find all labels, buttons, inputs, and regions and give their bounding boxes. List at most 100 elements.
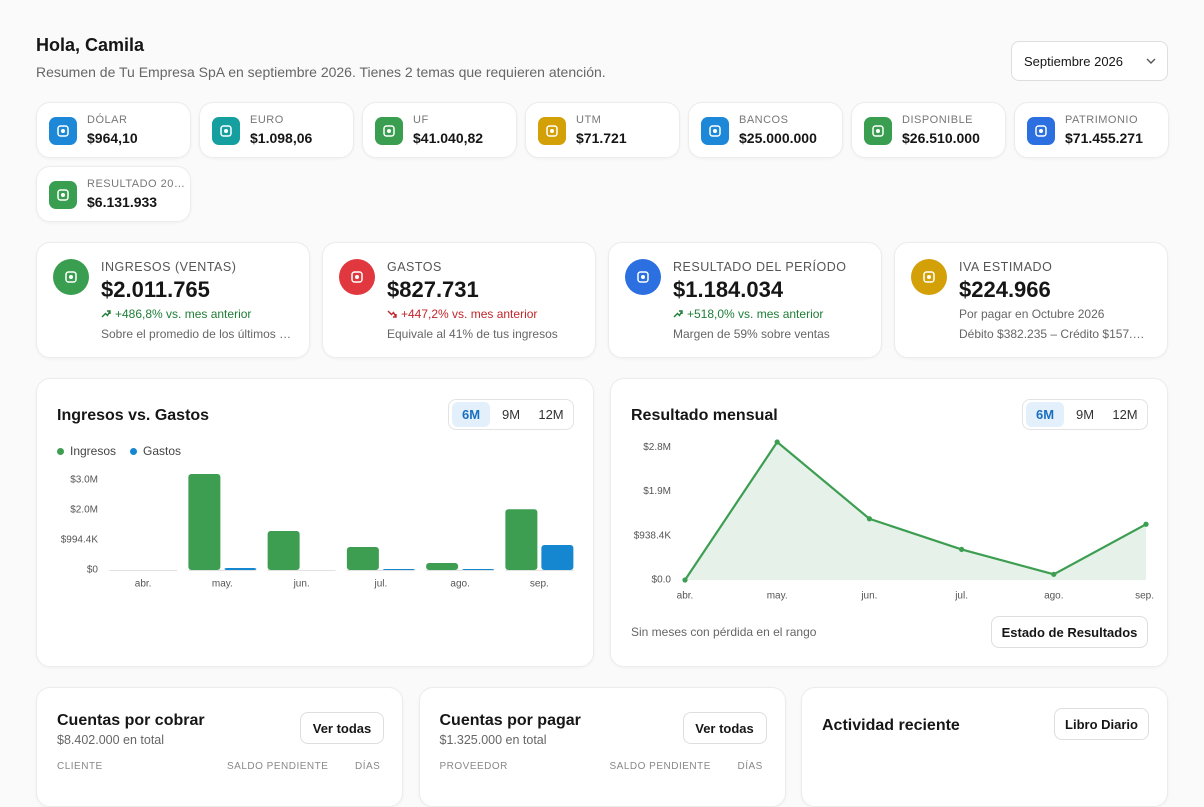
footnote: Sin meses con pérdida en el rango	[631, 625, 817, 639]
kpi-note: Sobre el promedio de los últimos …	[101, 327, 292, 341]
chart-title: Ingresos vs. Gastos	[57, 407, 210, 424]
kpi-icon	[53, 259, 89, 295]
panel-subtitle: $1.325.000 en total	[439, 733, 547, 747]
legend-label: Gastos	[143, 444, 182, 458]
indicator-icon	[49, 117, 77, 145]
indicator-card: RESULTADO 20… $6.131.933	[36, 166, 191, 222]
indicator-icon	[864, 117, 892, 145]
legend-swatch	[130, 447, 138, 455]
indicator-card: DÓLAR $964,10	[36, 102, 191, 158]
chart-title: Resultado mensual	[631, 407, 778, 424]
kpi-card: IVA ESTIMADO $224.966 Por pagar en Octubre…	[894, 242, 1168, 358]
kpi-change: +518,0% vs. mes anterior	[673, 307, 823, 321]
chart-card: Ingresos vs. Gastos 6M 9M 12M Ingresos Gast…	[36, 378, 594, 667]
kpi-note: Margen de 59% sobre ventas	[673, 327, 830, 341]
indicator-card: EURO $1.098,06	[199, 102, 354, 158]
kpi-change: +447,2% vs. mes anterior	[387, 307, 537, 321]
kpi-label: GASTOS	[387, 260, 442, 274]
column-header: CLIENTE	[57, 761, 103, 772]
kpi-note: Por pagar en Octubre 2026	[959, 307, 1105, 321]
kpi-note: Débito $382.235 – Crédito $157.…	[959, 327, 1145, 341]
legend-swatch	[57, 447, 64, 455]
panel-subtitle: $8.402.000 en total	[57, 733, 165, 747]
kpi-value: $827.731	[387, 277, 479, 302]
kpi-label: IVA ESTIMADO	[959, 260, 1053, 274]
indicator-label: PATRIMONIO	[1065, 114, 1139, 126]
indicator-value: $6.131.933	[87, 194, 158, 210]
indicator-label: UF	[413, 114, 429, 126]
kpi-value: $2.011.765	[101, 277, 210, 302]
kpi-label: INGRESOS (VENTAS)	[101, 260, 237, 274]
kpi-change-text: +486,8% vs. mes anterior	[115, 307, 252, 321]
panel-card: Cuentas por pagar $1.325.000 en total Ver …	[418, 687, 786, 807]
indicator-value: $71.721	[576, 130, 627, 146]
chart-card: Resultado mensual 6M 9M 12M Sin meses con …	[610, 378, 1168, 667]
indicator-icon	[212, 117, 240, 145]
kpi-change-text: +447,2% vs. mes anterior	[401, 307, 538, 321]
kpi-change-text: +518,0% vs. mes anterior	[687, 307, 824, 321]
indicator-icon	[1027, 117, 1055, 145]
indicator-card: UTM $71.721	[525, 102, 680, 158]
range-option[interactable]: 6M	[452, 402, 490, 427]
kpi-icon	[339, 259, 375, 295]
kpi-icon	[625, 259, 661, 295]
column-header: PROVEEDOR	[439, 761, 508, 772]
range-option[interactable]: 9M	[501, 407, 521, 422]
greeting: Hola, Camila	[36, 35, 145, 55]
column-header: DÍAS	[737, 761, 763, 772]
legend: Ingresos Gastos	[57, 444, 181, 458]
column-header: DÍAS	[355, 761, 381, 772]
column-header: SALDO PENDIENTE	[609, 761, 711, 772]
kpi-value: $224.966	[959, 277, 1051, 302]
legend-item: Gastos	[130, 444, 181, 458]
indicator-icon	[49, 181, 77, 209]
indicator-card: PATRIMONIO $71.455.271	[1014, 102, 1169, 158]
kpi-card: RESULTADO DEL PERÍODO $1.184.034 +518,0% v…	[608, 242, 882, 358]
panel-title: Cuentas por pagar	[439, 712, 581, 729]
kpi-card: GASTOS $827.731 +447,2% vs. mes anterior Eq…	[322, 242, 596, 358]
panel-title: Actividad reciente	[822, 717, 960, 734]
kpi-value: $1.184.034	[673, 277, 784, 302]
period-select[interactable]: Septiembre 2026	[1011, 41, 1168, 81]
panel-card: Actividad reciente Libro Diario	[801, 687, 1168, 807]
kpi-note: Equivale al 41% de tus ingresos	[387, 327, 558, 341]
indicator-card: BANCOS $25.000.000	[688, 102, 843, 158]
indicator-icon	[701, 117, 729, 145]
panel-button[interactable]: Ver todas	[682, 712, 767, 744]
column-header: SALDO PENDIENTE	[227, 761, 329, 772]
indicator-label: DISPONIBLE	[902, 114, 974, 126]
page: Hola, Camila Resumen de Tu Empresa SpA e…	[36, 35, 1169, 807]
range-option[interactable]: 12M	[538, 407, 564, 422]
indicator-icon	[375, 117, 403, 145]
kpi-card: INGRESOS (VENTAS) $2.011.765 +486,8% vs. m…	[36, 242, 310, 358]
indicator-value: $71.455.271	[1065, 130, 1143, 146]
indicator-label: BANCOS	[739, 114, 789, 126]
indicator-label: UTM	[576, 114, 602, 126]
panel-button[interactable]: Libro Diario	[1054, 708, 1149, 740]
indicator-label: EURO	[250, 114, 284, 126]
legend-item: Ingresos	[57, 444, 116, 458]
panel-title: Cuentas por cobrar	[57, 712, 205, 729]
summary: Resumen de Tu Empresa SpA en septiembre …	[36, 64, 606, 80]
indicator-value: $964,10	[87, 130, 138, 146]
indicator-icon	[538, 117, 566, 145]
panel-button[interactable]: Ver todas	[300, 712, 384, 744]
chevron	[1146, 58, 1156, 64]
kpi-icon	[911, 259, 947, 295]
range-option[interactable]: 9M	[1075, 407, 1095, 422]
range-toggle: 6M 9M 12M	[1022, 399, 1148, 430]
range-option[interactable]: 12M	[1112, 407, 1138, 422]
indicator-value: $26.510.000	[902, 130, 980, 146]
indicator-value: $41.040,82	[413, 130, 484, 146]
panel-card: Cuentas por cobrar $8.402.000 en total Ver…	[36, 687, 403, 807]
legend-label: Ingresos	[70, 444, 117, 458]
kpi-label: RESULTADO DEL PERÍODO	[673, 260, 847, 274]
indicator-label: RESULTADO 20…	[87, 178, 186, 190]
kpi-change: +486,8% vs. mes anterior	[101, 307, 251, 321]
range-toggle: 6M 9M 12M	[448, 399, 574, 430]
report-button[interactable]: Estado de Resultados	[991, 616, 1148, 648]
indicator-label: DÓLAR	[87, 114, 128, 126]
indicator-card: UF $41.040,82	[362, 102, 517, 158]
indicator-card: DISPONIBLE $26.510.000	[851, 102, 1006, 158]
range-option[interactable]: 6M	[1026, 402, 1064, 427]
